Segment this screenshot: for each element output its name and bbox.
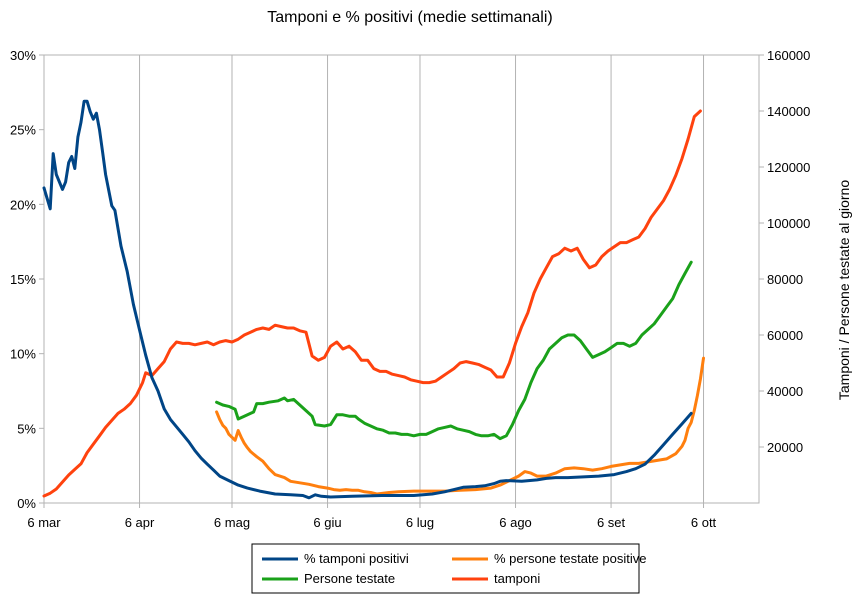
y-right-axis-ticks: 20000 40000 60000 80000 100000 120000 140000 16… [759,48,810,455]
chart-title: Tamponi e % positivi (medie settimanali) [267,9,552,26]
y-right-tick-label: 100000 [767,216,810,231]
x-tick-label: 6 lug [406,515,434,530]
legend-label: Persone testate [304,571,395,586]
x-tick-label: 6 set [597,515,626,530]
x-tick-label: 6 ago [499,515,532,530]
y-right-tick-label: 80000 [767,272,803,287]
x-tick-label: 6 giu [313,515,341,530]
legend: % tamponi positivi % persone testate posi… [251,543,646,594]
legend-box [251,543,640,594]
y-left-tick-label: 10% [10,347,36,362]
series-line [215,260,693,441]
x-tick-label: 6 ott [691,515,717,530]
series-line [42,99,693,500]
y-left-tick-label: 15% [10,272,36,287]
x-axis-ticks: 6 mar 6 apr 6 mag 6 giu 6 lug 6 ago 6 set 6 ott [27,515,716,530]
y-right-tick-label: 40000 [767,384,803,399]
legend-label: tamponi [494,571,540,586]
x-tick-label: 6 apr [125,515,155,530]
x-tick-label: 6 mag [214,515,250,530]
y-left-tick-label: 25% [10,123,36,138]
y-right-tick-label: 60000 [767,328,803,343]
y-right-tick-label: 140000 [767,104,810,119]
y-left-axis-ticks: 0% 5% 10% 15% 20% 25% 30% [10,48,44,511]
legend-label: % persone testate positive [494,551,646,566]
series-layer [42,99,705,500]
y-left-tick-label: 20% [10,197,36,212]
series-line [42,109,702,498]
y-right-tick-label: 120000 [767,160,810,175]
y-left-tick-label: 5% [17,421,36,436]
y-right-tick-label: 20000 [767,440,803,455]
legend-label: % tamponi positivi [304,551,409,566]
y-left-tick-label: 0% [17,496,36,511]
y-left-tick-label: 30% [10,48,36,63]
x-tick-label: 6 mar [27,515,61,530]
series-line [215,356,705,496]
y-right-axis-title: Tamponi / Persone testate al giorno [836,180,852,400]
grid-lines [43,55,705,508]
y-right-tick-label: 160000 [767,48,810,63]
